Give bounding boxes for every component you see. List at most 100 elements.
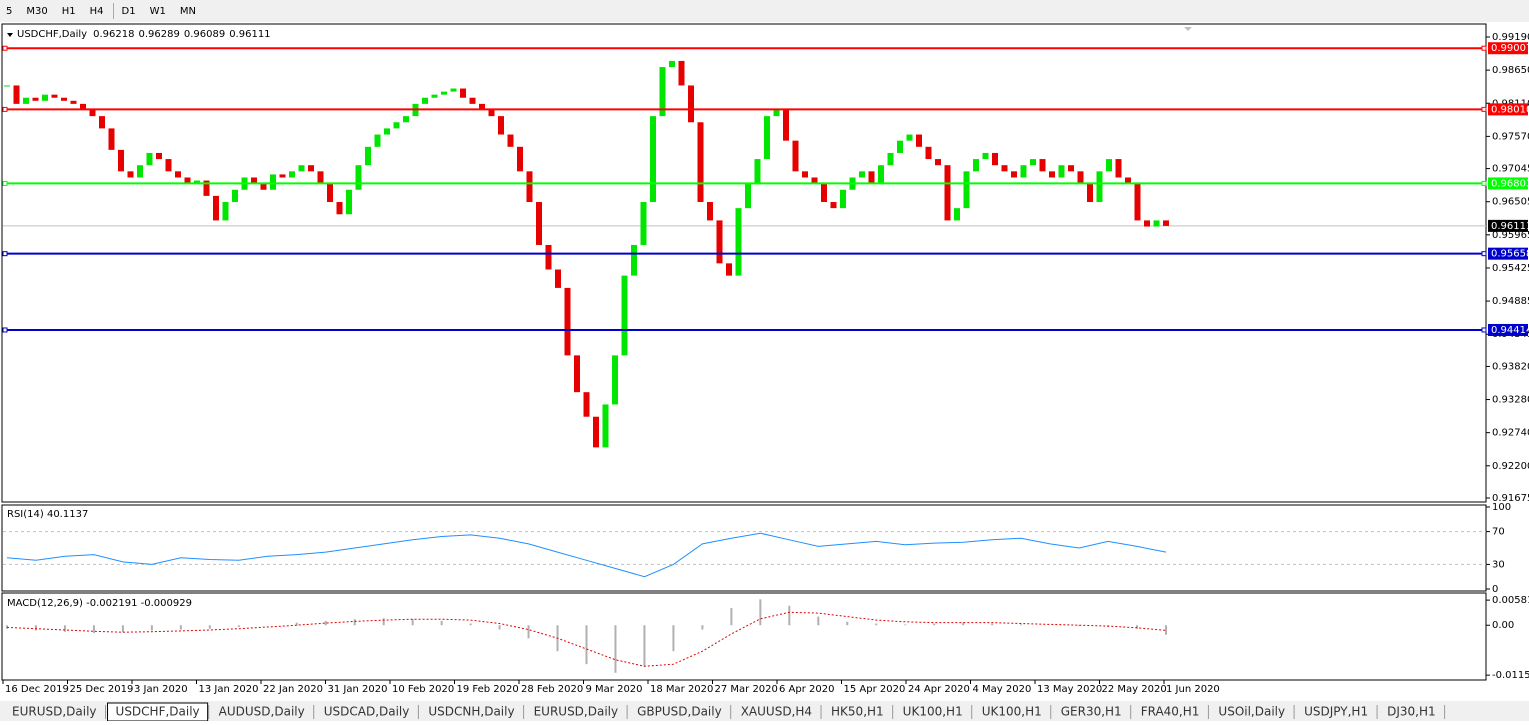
rsi-panel — [1, 504, 1487, 592]
candle-body — [1077, 171, 1084, 184]
candle-body — [441, 91, 447, 95]
rsi-tick-label: 70 — [1492, 527, 1505, 538]
tab-label[interactable]: USDCAD,Daily — [324, 705, 410, 719]
candle-body — [1144, 220, 1150, 227]
tab[interactable] — [973, 703, 1050, 721]
candle-body — [574, 355, 580, 393]
candle-body — [593, 416, 599, 448]
date-label: 19 Feb 2020 — [457, 684, 519, 695]
tab[interactable] — [1210, 703, 1294, 721]
candle-body — [232, 189, 238, 203]
timeframe-button[interactable]: H1 — [62, 6, 76, 17]
candle-body — [355, 165, 362, 190]
timeframe-button[interactable]: D1 — [122, 6, 136, 17]
candle-body — [251, 177, 257, 184]
candle-body — [859, 171, 865, 178]
tab[interactable] — [1132, 703, 1208, 721]
tab-label[interactable]: USDCHF,Daily — [116, 705, 200, 719]
candle-body — [897, 140, 903, 153]
tab-label[interactable]: DJ30,H1 — [1387, 705, 1436, 719]
tab[interactable] — [210, 703, 313, 721]
tab-label[interactable]: USOil,Daily — [1218, 705, 1285, 719]
tab[interactable] — [894, 703, 971, 721]
timeframe-button[interactable]: MN — [180, 6, 196, 17]
macd-label: MACD(12,26,9) -0.002191 -0.000929 — [7, 598, 192, 609]
timeframe-button[interactable]: 5 — [6, 6, 12, 17]
tab[interactable] — [4, 703, 105, 721]
tab-label[interactable]: UK100,H1 — [903, 705, 963, 719]
tab[interactable] — [1296, 703, 1377, 721]
tab-label[interactable]: XAUUSD,H4 — [741, 705, 812, 719]
candle-body — [1049, 171, 1055, 178]
level-anchor — [2, 327, 8, 333]
date-label: 13 Jan 2020 — [199, 684, 259, 695]
y-tick-label: 0.91675 — [1492, 493, 1529, 504]
tab[interactable] — [525, 703, 627, 721]
candle-body — [659, 67, 666, 117]
candle-body — [631, 244, 637, 276]
candle-body — [555, 269, 561, 288]
candle-body — [612, 355, 618, 405]
tab[interactable] — [629, 703, 730, 721]
level-box — [1488, 177, 1528, 190]
tab-label[interactable]: USDJPY,H1 — [1304, 705, 1368, 719]
tab-label[interactable]: GER30,H1 — [1061, 705, 1122, 719]
candle-body — [488, 109, 495, 117]
date-label: 9 Mar 2020 — [586, 684, 643, 695]
candle-body — [707, 202, 713, 221]
candle-body — [1153, 220, 1160, 227]
candle-body — [887, 152, 894, 166]
candle-body — [811, 177, 818, 184]
tab-label[interactable]: UK100,H1 — [982, 705, 1042, 719]
date-label: 28 Feb 2020 — [521, 684, 583, 695]
candle-body — [821, 183, 827, 203]
rsi-tick-label: 30 — [1492, 559, 1505, 570]
candle-body — [935, 159, 941, 166]
date-label: 15 Apr 2020 — [844, 684, 906, 695]
date-label: 25 Dec 2019 — [70, 684, 134, 695]
date-label: 10 Feb 2020 — [392, 684, 454, 695]
tab[interactable] — [732, 703, 821, 721]
level-label: 0.94414 — [1491, 325, 1529, 336]
tab[interactable] — [1052, 703, 1130, 721]
tab-label[interactable]: FRA40,H1 — [1141, 705, 1200, 719]
tab[interactable] — [315, 703, 418, 721]
candle-body — [156, 152, 162, 160]
candle-body — [42, 94, 48, 101]
candle-body — [1125, 177, 1131, 184]
tab-label[interactable]: EURUSD,Daily — [12, 705, 97, 719]
tab-label[interactable]: HK50,H1 — [831, 705, 884, 719]
date-label: 31 Jan 2020 — [328, 684, 388, 695]
level-anchor — [1481, 327, 1487, 333]
candle-body — [431, 94, 438, 98]
tab[interactable] — [823, 703, 892, 721]
candle-body — [469, 97, 476, 104]
candle-body — [260, 183, 267, 190]
candle-body — [517, 146, 523, 172]
timeframe-button[interactable]: M30 — [26, 6, 47, 17]
tab-label[interactable]: USDCNH,Daily — [428, 705, 514, 719]
tab-label[interactable]: EURUSD,Daily — [534, 705, 619, 719]
date-label: 16 Dec 2019 — [5, 684, 69, 695]
timeframe-button[interactable]: H4 — [90, 6, 104, 17]
candle-body — [545, 244, 552, 270]
candle-body — [270, 174, 276, 190]
candle-body — [32, 97, 39, 101]
quote-value: 0.96289 — [138, 29, 179, 40]
candle-body — [1115, 159, 1122, 178]
tab-label[interactable]: GBPUSD,Daily — [637, 705, 722, 719]
candle-body — [982, 152, 989, 160]
current-price-box — [1488, 219, 1528, 232]
candle-body — [308, 165, 314, 172]
tab[interactable] — [1379, 703, 1444, 721]
current-price-label: 0.96111 — [1491, 221, 1529, 232]
macd-tick-label: 0.00 — [1492, 620, 1514, 631]
timeframe-button[interactable]: W1 — [150, 6, 166, 17]
tab-label[interactable]: AUDUSD,Daily — [219, 705, 305, 719]
candle-body — [479, 103, 485, 110]
date-label: 3 Jan 2020 — [134, 684, 188, 695]
tab[interactable] — [420, 703, 523, 721]
candle-body — [621, 275, 628, 356]
